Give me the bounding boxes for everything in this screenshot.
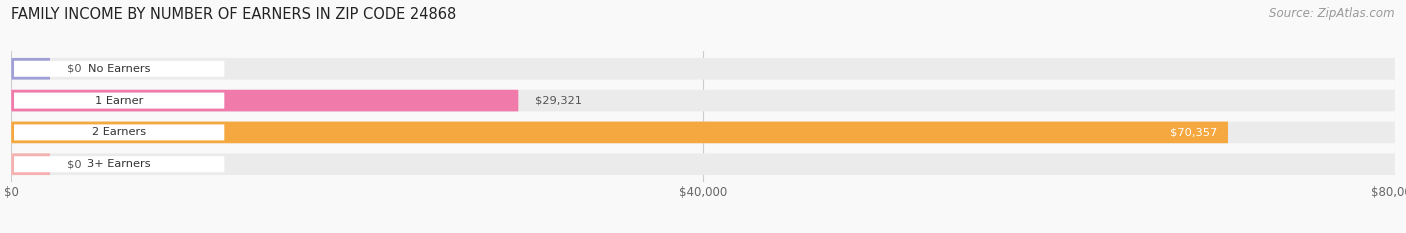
FancyBboxPatch shape <box>11 153 51 175</box>
FancyBboxPatch shape <box>11 58 1395 80</box>
FancyBboxPatch shape <box>11 58 51 80</box>
FancyBboxPatch shape <box>11 153 1395 175</box>
Text: $29,321: $29,321 <box>534 96 582 106</box>
Text: $0: $0 <box>66 64 82 74</box>
Text: Source: ZipAtlas.com: Source: ZipAtlas.com <box>1270 7 1395 20</box>
FancyBboxPatch shape <box>14 156 225 172</box>
FancyBboxPatch shape <box>11 90 519 111</box>
Text: 3+ Earners: 3+ Earners <box>87 159 150 169</box>
Text: $0: $0 <box>66 159 82 169</box>
Text: 1 Earner: 1 Earner <box>96 96 143 106</box>
FancyBboxPatch shape <box>14 61 225 77</box>
FancyBboxPatch shape <box>11 122 1395 143</box>
FancyBboxPatch shape <box>14 93 225 109</box>
FancyBboxPatch shape <box>14 124 225 140</box>
Text: No Earners: No Earners <box>89 64 150 74</box>
FancyBboxPatch shape <box>11 90 1395 111</box>
Text: $70,357: $70,357 <box>1170 127 1218 137</box>
Text: FAMILY INCOME BY NUMBER OF EARNERS IN ZIP CODE 24868: FAMILY INCOME BY NUMBER OF EARNERS IN ZI… <box>11 7 457 22</box>
Text: 2 Earners: 2 Earners <box>93 127 146 137</box>
FancyBboxPatch shape <box>11 122 1227 143</box>
